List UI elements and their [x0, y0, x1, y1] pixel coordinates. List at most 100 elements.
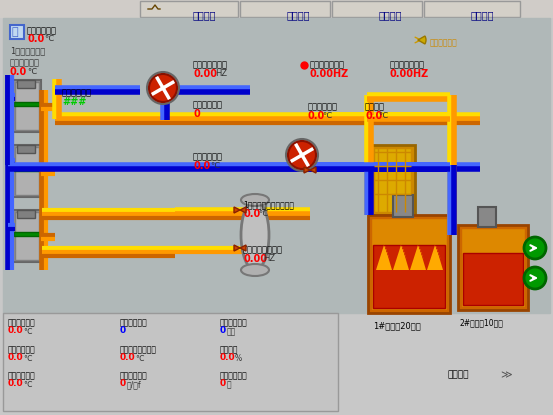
Text: ℃: ℃	[322, 111, 331, 120]
Wedge shape	[418, 36, 426, 44]
Text: 1#锅炉（20吨）: 1#锅炉（20吨）	[373, 321, 421, 330]
Polygon shape	[410, 243, 426, 270]
Text: HZ: HZ	[215, 69, 227, 78]
Text: 0.00: 0.00	[193, 69, 217, 79]
Text: ≫: ≫	[500, 370, 512, 380]
Text: 锅炉效率: 锅炉效率	[220, 345, 238, 354]
Text: 报警查询: 报警查询	[286, 10, 310, 20]
Bar	[3, 313, 338, 411]
Text: 0: 0	[220, 379, 226, 388]
Text: 0.0: 0.0	[27, 34, 44, 44]
Text: 送风机输出频率: 送风机输出频率	[390, 60, 425, 69]
Bar	[0, 0, 553, 18]
Text: 1号锅炉炉水温度设定值: 1号锅炉炉水温度设定值	[243, 200, 294, 209]
Text: 锅炉出水温度: 锅炉出水温度	[308, 102, 338, 111]
Circle shape	[149, 74, 177, 102]
Circle shape	[288, 141, 316, 169]
Bar	[374, 148, 411, 212]
Circle shape	[147, 72, 179, 104]
Text: 吨: 吨	[227, 380, 232, 389]
Text: 0.0: 0.0	[8, 326, 24, 335]
Text: 锅炉输出热量: 锅炉输出热量	[220, 318, 248, 327]
Text: %: %	[235, 354, 242, 363]
Text: ℃: ℃	[23, 380, 32, 389]
Text: 二期供水温度: 二期供水温度	[8, 345, 36, 354]
Polygon shape	[234, 245, 240, 251]
Text: 当前供期水温度差: 当前供期水温度差	[120, 345, 157, 354]
Bar	[15, 212, 39, 260]
Bar	[13, 145, 41, 197]
Text: ℃: ℃	[210, 161, 220, 170]
Bar	[240, 1, 330, 17]
Text: 0.0: 0.0	[8, 353, 24, 362]
Polygon shape	[310, 167, 316, 173]
Text: 2#锅炉（10吨）: 2#锅炉（10吨）	[460, 318, 504, 327]
Text: 报表查询: 报表查询	[470, 10, 494, 20]
Text: 兆千: 兆千	[227, 327, 236, 336]
Bar	[17, 80, 35, 88]
Text: 0: 0	[120, 326, 126, 335]
Text: ℃: ℃	[135, 354, 144, 363]
Text: ℃: ℃	[27, 67, 36, 76]
Circle shape	[286, 139, 318, 171]
Bar	[10, 25, 24, 39]
Ellipse shape	[241, 264, 269, 276]
Polygon shape	[427, 243, 443, 270]
Text: 0.00HZ: 0.00HZ	[310, 69, 349, 79]
Bar	[461, 228, 525, 307]
Text: ℃: ℃	[23, 327, 32, 336]
Text: 0.0: 0.0	[220, 353, 236, 362]
Text: 一期供水温度: 一期供水温度	[8, 318, 36, 327]
Text: ℃: ℃	[378, 111, 387, 120]
Text: 热网回水温度: 热网回水温度	[10, 58, 40, 67]
Text: 0.0: 0.0	[365, 111, 382, 121]
Text: 均定燃煤热值: 均定燃煤热值	[120, 371, 148, 380]
Bar	[140, 1, 238, 17]
Bar	[332, 1, 422, 17]
Text: ###: ###	[62, 97, 86, 107]
Text: 0.00: 0.00	[243, 254, 267, 264]
Polygon shape	[234, 207, 240, 213]
Bar	[17, 210, 35, 218]
Polygon shape	[393, 243, 409, 270]
Bar	[15, 147, 39, 195]
Text: ℃: ℃	[258, 209, 267, 218]
Text: 目: 目	[12, 27, 19, 37]
Text: 锅炉出水温量: 锅炉出水温量	[193, 100, 223, 109]
Bar	[458, 225, 528, 310]
Text: 0.00HZ: 0.00HZ	[390, 69, 429, 79]
Polygon shape	[240, 207, 246, 213]
Bar	[13, 80, 41, 132]
Text: 语音报警动作: 语音报警动作	[430, 38, 458, 47]
Text: 排烟温度: 排烟温度	[365, 102, 385, 111]
Bar	[13, 210, 41, 262]
Text: 用户平均耗热: 用户平均耗热	[62, 88, 92, 97]
Bar	[3, 18, 550, 313]
Text: 锅炉出水流量: 锅炉出水流量	[120, 318, 148, 327]
Text: 监视画面: 监视画面	[192, 10, 216, 20]
Text: 炉排电机输出频率: 炉排电机输出频率	[243, 245, 283, 254]
Text: 0: 0	[193, 109, 200, 119]
Text: 0.0: 0.0	[8, 379, 24, 388]
Circle shape	[524, 267, 546, 289]
Text: 0.0: 0.0	[193, 161, 210, 171]
Text: ℃: ℃	[23, 354, 32, 363]
Ellipse shape	[241, 194, 269, 206]
Bar	[463, 253, 523, 305]
Text: 回水泵输出频率: 回水泵输出频率	[193, 60, 228, 69]
Circle shape	[300, 153, 304, 157]
Bar	[14, 167, 40, 171]
Ellipse shape	[241, 200, 269, 270]
Polygon shape	[240, 245, 246, 251]
Text: 室外天气温度: 室外天气温度	[27, 26, 57, 35]
Circle shape	[524, 237, 546, 259]
Text: 0.0: 0.0	[10, 67, 27, 77]
Text: ℃: ℃	[44, 34, 54, 43]
Text: 0: 0	[220, 326, 226, 335]
Polygon shape	[304, 167, 310, 173]
Bar	[14, 102, 40, 106]
Bar	[370, 145, 415, 215]
Text: 参数设置: 参数设置	[448, 370, 469, 379]
Bar	[373, 245, 445, 308]
Text: 累计燃煤用量: 累计燃煤用量	[220, 371, 248, 380]
